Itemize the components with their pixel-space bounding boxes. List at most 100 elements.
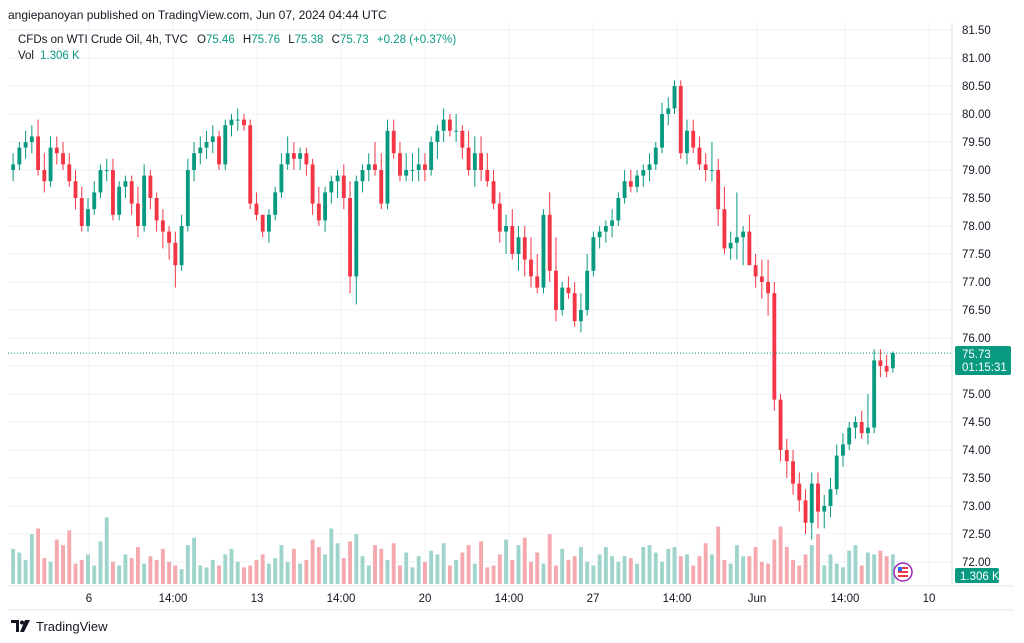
candle-body [198,147,203,154]
volume-bar [479,541,484,584]
volume-bar [254,559,259,584]
volume-bars [11,517,895,584]
volume-bar [641,547,646,584]
candle-body [803,500,808,523]
candle [179,214,184,271]
candle-body [316,203,321,221]
candle-body [229,119,234,126]
volume-bar [753,547,758,584]
volume-bar [834,563,839,584]
price-tick-label: 76.00 [962,333,991,345]
volume-bar [160,548,165,584]
candle-body [666,108,671,114]
volume-bar [441,543,446,584]
candle-body [622,181,627,198]
symbol-legend[interactable]: CFDs on WTI Crude Oil, 4h, TVC O75.46 H7… [18,34,457,46]
candle-body [691,130,696,148]
volume-bar [61,545,65,584]
candle-body [872,360,877,428]
candle [111,158,115,221]
candle [491,170,496,210]
tradingview-logo-icon [11,620,30,632]
volume-bar [522,537,527,584]
candle-body [61,153,65,165]
candle [485,153,490,187]
time-axis[interactable]: 6 14:00 13 14:00 20 14:00 27 14:00 Jun 14:00 10 [86,593,936,605]
volume-bar [104,517,109,584]
candle [61,142,65,170]
candle-body [828,489,833,506]
volume-bar [728,563,733,584]
candle [310,158,315,215]
candle [323,186,328,232]
candle-body [391,130,396,154]
price-tick-label: 78.00 [962,221,991,233]
volume-legend[interactable]: Vol 1.306 K [18,50,80,62]
candle-body [510,226,515,254]
candle-body [497,203,502,232]
volume-bar [123,554,128,584]
volume-bar [803,554,808,584]
candle [385,119,390,210]
candle-body [472,153,477,170]
candle-body [154,198,159,221]
price-tick-label: 72.00 [962,557,991,569]
candle [828,478,833,518]
candle-body [173,242,178,266]
candle [267,209,271,243]
candle-body [279,164,284,193]
candle [797,472,802,512]
candle-body [291,153,296,159]
volume-bar [497,554,502,584]
candle [479,136,484,182]
volume-bar [466,545,471,584]
candle [198,136,203,165]
candle [734,192,739,260]
candle-body [578,310,583,322]
time-tick-label: 20 [419,593,432,605]
candle [622,170,627,204]
candle [117,181,122,221]
candle [148,170,153,210]
volume-bar [204,567,209,584]
volume-bar [560,548,565,584]
volume-bar [541,563,546,584]
candle-body [348,198,352,277]
candle [504,214,508,254]
candle-body [235,119,240,121]
volume-bar [859,565,864,584]
candle-body [878,360,883,366]
candle-body [273,192,278,215]
candle-body [310,164,315,204]
volume-bar [491,565,496,584]
candle-body [285,153,290,165]
flag-icon[interactable] [893,562,913,582]
candle-body [447,119,452,131]
candle [454,114,459,142]
volume-bar [697,556,702,584]
volume-bar [791,559,795,584]
price-tick-label: 73.00 [962,501,991,513]
candle [809,472,814,540]
candle-body [454,130,459,132]
volume-bar [622,556,627,584]
candle [747,214,752,266]
candle-body [685,130,689,154]
volume-bar [379,548,384,584]
price-axis[interactable]: 81.50 81.00 80.50 80.00 79.50 79.00 78.50 78.00… [962,25,991,569]
volume-bar [722,559,727,584]
candle [578,293,583,333]
volume-bar [348,541,352,584]
volume-bar [672,547,677,584]
candle-body [591,237,596,271]
volume-bar [111,561,115,584]
candle [753,254,758,288]
candle [229,114,234,137]
candle-body [42,170,47,182]
candle [610,209,615,238]
volume-bar [73,563,78,584]
candle [678,80,683,159]
volume-bar [635,563,639,584]
volume-value: 1.306 K [40,50,80,62]
